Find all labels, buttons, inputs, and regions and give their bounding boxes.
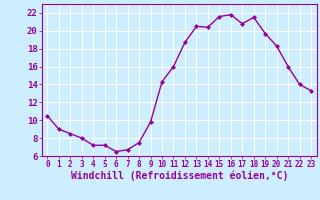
X-axis label: Windchill (Refroidissement éolien,°C): Windchill (Refroidissement éolien,°C) — [70, 171, 288, 181]
